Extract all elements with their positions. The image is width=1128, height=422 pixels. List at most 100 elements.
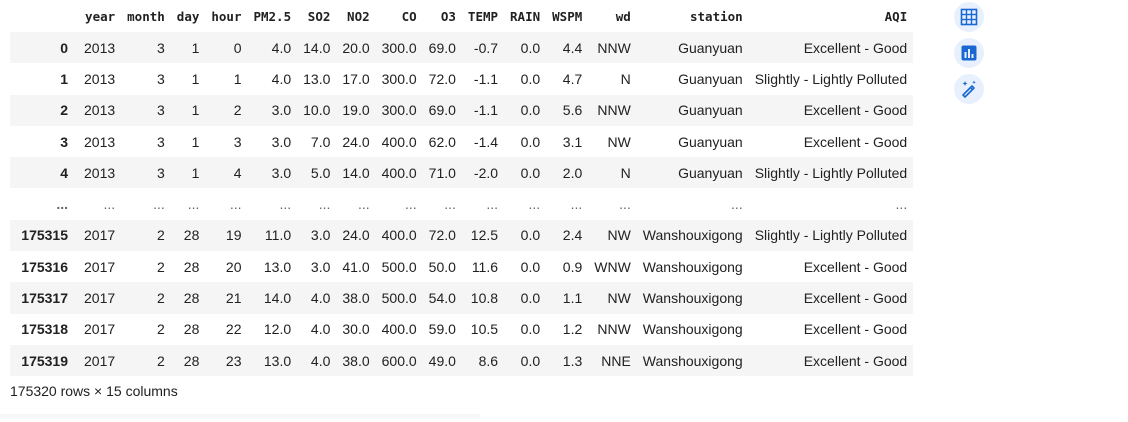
table-cell: 19: [225, 227, 242, 244]
table-cell: 10.5: [470, 321, 499, 338]
table-cell: 2017: [84, 352, 116, 369]
column-header: hour: [211, 8, 242, 24]
table-cell: 0.0: [520, 258, 541, 275]
table-cell: 3: [157, 39, 165, 56]
table-row: 1 2013 3 1 1 4.0 13.0 17.0 300.0 72.0 -1.1 0.0 4.7 N G…: [10, 63, 914, 95]
table-cell: NW: [607, 227, 631, 244]
table-cell: 3: [157, 70, 165, 87]
table-cell: 3.0: [271, 164, 292, 181]
table-cell: 1: [191, 164, 200, 181]
table-cell: 10.8: [470, 290, 499, 307]
table-cell: 2013: [84, 102, 116, 119]
table-cell: 2017: [84, 258, 116, 275]
table-cell: 21: [225, 290, 242, 307]
table-cell: 0.0: [520, 290, 541, 307]
table-cell: 2013: [84, 164, 116, 181]
table-row: 175317 2017 2 28 21 14.0 4.0 38.0 500.0 54.0 10.8 0…: [10, 282, 914, 314]
column-header: AQI: [884, 8, 908, 24]
row-index: 0: [60, 39, 68, 56]
table-cell: Slightly - Lightly Polluted: [754, 70, 908, 87]
table-cell: 28: [183, 290, 200, 307]
table-cell: 0: [233, 39, 242, 56]
table-cell: ...: [619, 196, 631, 213]
table-cell: Excellent - Good: [803, 290, 908, 307]
column-header: NO2: [347, 8, 370, 24]
table-cell: 62.0: [428, 133, 456, 150]
shape-summary: 175320 rows × 15 columns: [10, 383, 178, 399]
column-header: month: [127, 8, 165, 24]
table-cell: 28: [183, 258, 200, 275]
table-cell: Guanyuan: [678, 133, 743, 150]
table-cell: 69.0: [428, 39, 456, 56]
table-cell: 4.0: [310, 290, 331, 307]
table-cell: N: [620, 70, 631, 87]
table-cell: 5.0: [310, 164, 331, 181]
generate-code-button[interactable]: [954, 74, 984, 104]
table-cell: 5.6: [562, 102, 583, 119]
table-cell: Guanyuan: [678, 102, 743, 119]
table-cell: 300.0: [381, 70, 417, 87]
table-cell: Guanyuan: [678, 164, 743, 181]
table-cell: 30.0: [342, 321, 370, 338]
table-cell: 300.0: [381, 102, 417, 119]
table-cell: 3: [157, 133, 165, 150]
table-cell: 0.9: [562, 258, 583, 275]
table-cell: 3.0: [310, 227, 331, 244]
table-cell: 400.0: [381, 227, 417, 244]
row-index: 2: [60, 102, 68, 119]
convert-to-table-button[interactable]: [954, 2, 984, 32]
table-cell: 600.0: [381, 352, 417, 369]
column-header: wd: [615, 8, 631, 24]
row-index: 175318: [21, 321, 68, 338]
table-cell: 0.0: [520, 227, 541, 244]
table-row: 175316 2017 2 28 20 13.0 3.0 41.0 500.0 50.0 11.6 0…: [10, 251, 914, 283]
table-cell: 1: [191, 133, 200, 150]
suggest-charts-button[interactable]: [954, 38, 984, 68]
table-row: 3 2013 3 1 3 3.0 7.0 24.0 400.0 62.0 -1.4 0.0 3.1 NW G…: [10, 125, 914, 158]
column-header: station: [690, 8, 743, 24]
column-header: PM2.5: [253, 8, 292, 24]
table-cell: 0.0: [520, 102, 541, 119]
column-header: O3: [440, 8, 456, 24]
table-cell: 3: [157, 164, 165, 181]
table-cell: 4.0: [271, 70, 292, 87]
table-cell: 28: [183, 227, 200, 244]
table-cell: 41.0: [342, 258, 370, 275]
table-cell: -1.4: [473, 133, 499, 150]
row-index: 175319: [21, 352, 68, 369]
table-cell: 17.0: [342, 70, 370, 87]
table-cell: 4.0: [271, 39, 292, 56]
table-cell: 59.0: [428, 321, 456, 338]
table-cell: 2: [157, 290, 165, 307]
table-cell: 72.0: [428, 227, 456, 244]
table-cell: 3.1: [562, 133, 583, 150]
table-cell: 2017: [84, 227, 116, 244]
table-cell: 400.0: [381, 321, 417, 338]
table-cell: 12.5: [470, 227, 499, 244]
dataframe-output: year month day hour PM2.5 SO2 NO2 CO O3 TEMP RAIN W…: [10, 0, 914, 377]
table-icon: [960, 8, 978, 26]
table-cell: ...: [731, 196, 743, 213]
table-cell: ...: [405, 196, 417, 213]
table-cell: NNW: [597, 39, 631, 56]
header-row: year month day hour PM2.5 SO2 NO2 CO O3 TEMP RAIN W…: [10, 0, 913, 32]
table-cell: 300.0: [381, 39, 417, 56]
column-header: year: [85, 8, 116, 24]
table-cell: 49.0: [428, 352, 456, 369]
table-cell: Slightly - Lightly Polluted: [754, 227, 908, 244]
table-cell: Excellent - Good: [803, 39, 908, 56]
table-cell: 1: [191, 39, 200, 56]
table-cell: ...: [570, 196, 583, 213]
table-cell: 13.0: [263, 258, 292, 275]
table-cell: 1.2: [562, 321, 583, 338]
table-row: 175315 2017 2 28 19 11.0 3.0 24.0 400.0 72.0 12.5 0…: [10, 219, 914, 252]
table-cell: 38.0: [342, 352, 370, 369]
table-cell: 2013: [84, 39, 116, 56]
column-header: SO2: [307, 8, 331, 24]
dataframe-table: year month day hour PM2.5 SO2 NO2 CO O3 TEMP RAIN W…: [10, 0, 914, 377]
table-cell: 2017: [84, 321, 116, 338]
table-cell: 2013: [84, 133, 116, 150]
table-cell: Excellent - Good: [803, 258, 908, 275]
table-cell: Excellent - Good: [803, 321, 908, 338]
table-cell: ...: [153, 196, 165, 213]
